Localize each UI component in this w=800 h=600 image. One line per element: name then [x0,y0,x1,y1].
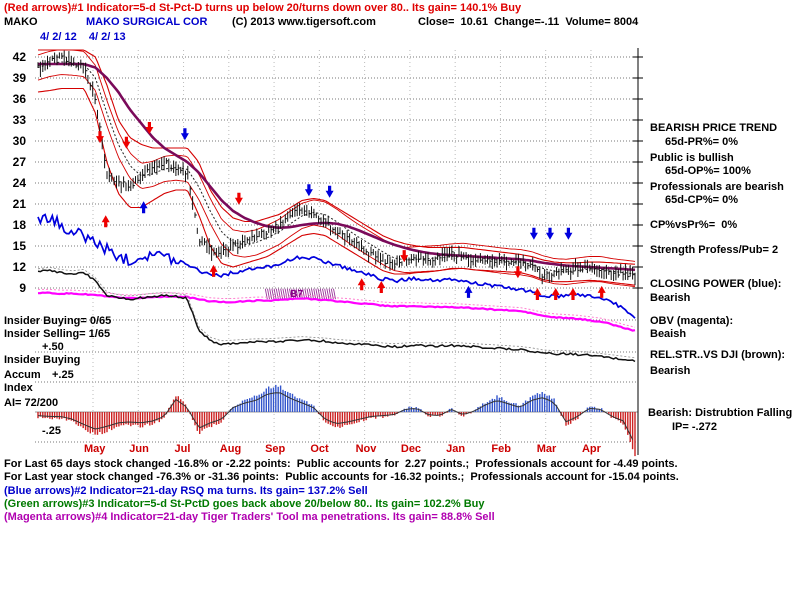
price-axis-label: 24 [12,176,26,190]
price-axis-label: 30 [12,134,26,148]
b7-annotation: B7 [290,289,304,300]
obv-heading: OBV (magenta): [650,315,734,327]
strength-ratio: Strength Profess/Pub= 2 [650,244,779,256]
red-up-arrow [551,288,560,300]
rel-str-heading: REL.STR..VS DJI (brown): [650,349,786,361]
red-down-arrow [145,122,154,134]
pr-percent: 65d-PR%= 0% [665,136,739,148]
op-percent: 65d-OP%= 100% [665,165,751,177]
blue-down-arrow [325,185,334,198]
red-down-arrow [122,136,131,149]
blue-down-arrow [564,227,573,240]
company-name: MAKO SURGICAL COR [86,16,208,28]
obv-status: Beaish [650,328,687,340]
month-label: Dec [400,443,422,455]
red-up-arrow [597,285,606,298]
month-label: Oct [310,443,329,455]
price-axis-label: 9 [19,281,26,295]
month-label: Feb [491,443,511,455]
closing-power-heading: CLOSING POWER (blue): [650,278,782,290]
blue-down-arrow [529,227,538,240]
month-label: Sep [265,443,286,455]
insider-selling-count: Insider Selling= 1/65 [4,328,111,340]
distribution-status: Bearish: Distrubtion Falling [648,407,793,419]
price-axis-label: 36 [12,92,26,106]
public-sentiment: Public is bullish [650,152,734,164]
blue-down-arrow [304,184,313,197]
cp-percent: 65d-CP%= 0% [665,194,739,206]
accum-scale-plus50: +.50 [42,341,64,353]
index-label: Index [4,382,33,394]
cp-vs-pr: CP%vsPr%= 0% [650,219,738,231]
insider-buying-count: Insider Buying= 0/65 [4,315,112,327]
month-label: Jun [129,443,149,455]
price-axis-label: 15 [12,239,26,253]
accum-scale-minus25: -.25 [42,425,61,437]
price-axis-label: 12 [12,260,26,274]
rel-str-status: Bearish [650,365,691,377]
red-down-arrow [400,250,409,263]
price-axis-label: 21 [12,197,26,211]
red-up-arrow [357,278,366,291]
indicator1-legend: (Red arrows)#1 Indicator=5-d St-Pct-D tu… [4,2,522,14]
blue-up-arrow [464,285,473,298]
month-label: Aug [219,443,242,455]
month-label: May [84,443,106,455]
price-axis-label: 18 [12,218,26,232]
month-label: Jul [174,443,191,455]
accum-scale-plus25: +.25 [52,369,74,381]
copyright: (C) 2013 www.tigersoft.com [232,16,376,28]
indicator3-legend: (Green arrows)#3 Indicator=5-d St-PctD g… [4,498,485,510]
red-up-arrow [209,264,218,277]
blue-up-arrow [139,201,148,214]
closing-power-status: Bearish [650,292,691,304]
date-range: 4/ 2/ 12 4/ 2/ 13 [40,31,126,43]
insider-buying-label: Insider Buying [4,354,81,366]
price-axis-label: 42 [12,50,26,64]
month-label: Jan [446,443,466,455]
month-label: Nov [355,443,377,455]
red-up-arrow [569,288,578,300]
blue-down-arrow [180,128,189,141]
month-label: Apr [581,443,601,455]
price-axis-label: 27 [12,155,26,169]
price-axis-label: 33 [12,113,26,127]
blue-down-arrow [546,227,555,240]
accum-label: Accum [4,369,41,381]
change-1yr-summary: For Last year stock changed -76.3% or -3… [4,471,679,483]
change-65d-summary: For Last 65 days stock changed -16.8% or… [4,458,678,470]
professional-sentiment: Professionals are bearish [650,181,784,193]
red-down-arrow [234,192,243,205]
trend-status: BEARISH PRICE TREND [650,122,778,134]
quote-summary: Close= 10.61 Change=-.11 Volume= 8004 [418,16,639,28]
month-label: Mar [536,443,557,455]
red-down-arrow [513,266,522,279]
red-down-arrow [96,131,104,144]
ai-value: AI= 72/200 [4,397,59,409]
red-up-arrow [101,215,110,228]
red-up-arrow [533,288,542,300]
indicator4-legend: (Magenta arrows)#4 Indicator=21-day Tige… [4,511,495,523]
indicator2-legend: (Blue arrows)#2 Indicator=21-day RSQ ma … [4,485,368,497]
red-up-arrow [377,281,386,293]
ticker-symbol: MAKO [4,16,38,28]
ip-value: IP= -.272 [672,421,717,433]
price-axis-label: 39 [12,71,26,85]
